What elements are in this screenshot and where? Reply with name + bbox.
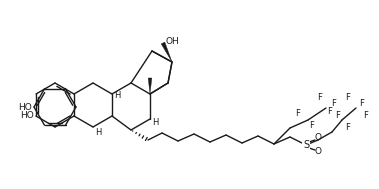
Text: F: F	[360, 99, 365, 108]
Text: H: H	[95, 128, 101, 137]
Text: F: F	[346, 122, 351, 132]
Polygon shape	[161, 42, 172, 62]
Text: O: O	[315, 147, 321, 156]
Text: H: H	[152, 118, 158, 127]
Text: HO: HO	[20, 112, 34, 121]
Text: S: S	[303, 140, 309, 150]
Text: OH: OH	[166, 36, 180, 46]
Text: O: O	[315, 133, 321, 143]
Polygon shape	[148, 78, 152, 94]
Text: F: F	[318, 92, 323, 101]
Text: F: F	[296, 108, 301, 118]
Text: F: F	[327, 108, 332, 116]
Text: F: F	[346, 94, 351, 102]
Text: F: F	[363, 111, 368, 119]
Text: H: H	[114, 91, 121, 100]
Text: HO: HO	[18, 102, 32, 112]
Text: F: F	[335, 111, 340, 119]
Text: F: F	[332, 99, 337, 108]
Text: F: F	[310, 121, 315, 129]
